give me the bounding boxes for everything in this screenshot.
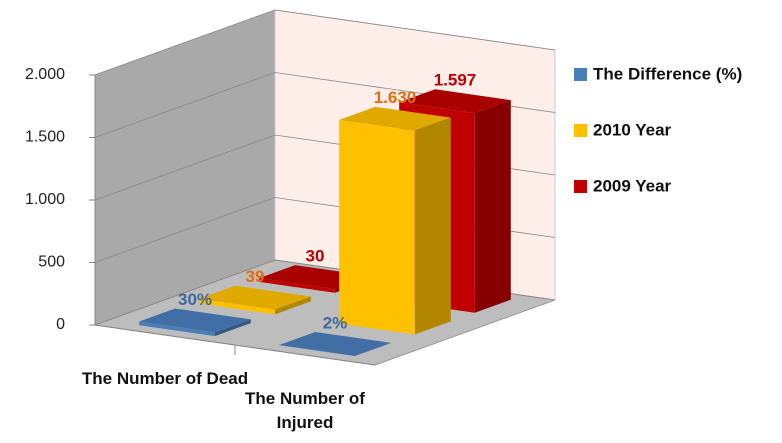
data-label: 30 <box>306 247 325 266</box>
legend-swatch <box>574 180 587 193</box>
bar-side <box>474 100 511 313</box>
bar-side <box>214 319 251 337</box>
bar <box>199 285 311 315</box>
bar-front <box>279 345 355 357</box>
bar <box>279 332 391 357</box>
bar <box>139 308 251 337</box>
data-label: 30% <box>178 290 212 309</box>
bar-side <box>414 117 451 335</box>
bar-top <box>399 89 511 114</box>
data-label: 2% <box>323 313 348 332</box>
bar-top <box>139 308 251 333</box>
legend-swatch <box>574 68 587 81</box>
legend-swatch <box>574 124 587 137</box>
bar-top <box>199 285 311 310</box>
bar-front <box>199 298 275 315</box>
bar-side <box>354 342 391 357</box>
y-tick-label: 1.000 <box>25 191 65 208</box>
bar-top <box>339 106 451 131</box>
y-tick-label: 2.000 <box>25 66 65 83</box>
y-tick-label: 1.500 <box>25 129 65 146</box>
legend-label: 2010 Year <box>593 120 672 139</box>
bar-front <box>139 321 215 337</box>
y-tick-label: 500 <box>38 254 65 271</box>
bar-side <box>274 296 311 315</box>
data-label: 1.630 <box>374 88 417 107</box>
bar-front <box>259 278 335 293</box>
x-tick-label: The Number of Injured <box>245 389 365 432</box>
bar-top <box>279 332 391 356</box>
y-tick-label: 0 <box>56 316 65 333</box>
data-label: 39 <box>246 267 265 286</box>
legend-label: 2009 Year <box>593 176 672 195</box>
x-tick-label: The Number of Dead <box>81 369 249 388</box>
grid-line <box>94 9 556 76</box>
legend-label: The Difference (%) <box>593 64 742 83</box>
bar <box>339 106 451 335</box>
data-label: 1.597 <box>434 71 477 90</box>
bar-front <box>339 119 415 335</box>
